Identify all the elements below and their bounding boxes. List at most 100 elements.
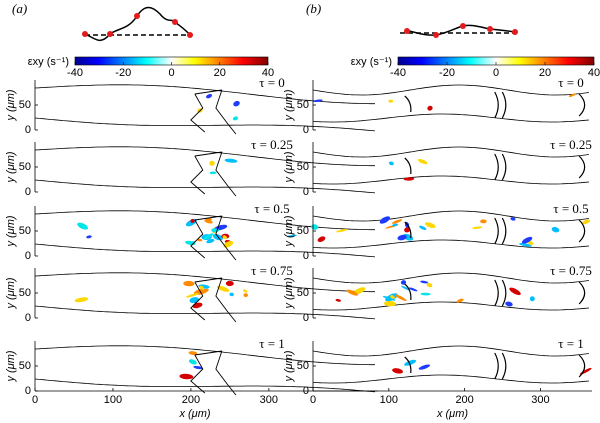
strain-patch [426,282,433,288]
strain-patch [188,351,198,356]
strain-patch [425,222,436,229]
profile-diagram-b [400,23,518,38]
strain-patch [505,301,513,307]
cell-outline [501,352,507,380]
y-tick-label: 0 [25,385,31,397]
vessel-wall [34,84,375,105]
panel-label: (a) [12,1,27,16]
strain-patch [74,297,89,303]
colorbar-tick-label: -40 [67,67,83,79]
vessel-wall [34,305,376,320]
strain-patch [196,288,209,295]
strain-patch [418,364,431,370]
y-tick-label: 0 [25,250,31,262]
cell-outline [578,219,586,243]
y-tick-label: 0 [303,312,309,324]
vessel-wall [34,243,376,258]
strain-patch [233,100,240,107]
cell-outline [501,217,507,245]
strain-patch [472,226,483,230]
colorbar-tick-label: -40 [390,67,406,79]
strain-patch [204,219,213,224]
colorbar-tick-label: -20 [439,67,455,79]
colorbar-label: εxy (s⁻¹) [351,56,392,68]
vessel-wall [34,146,375,167]
y-tick-label: 0 [25,186,31,198]
strain-patch [404,227,411,233]
strain-patch [551,226,560,233]
vessel-wall [34,117,376,132]
y-axis-label: y (μm) [5,89,17,121]
strain-patch [391,219,403,224]
strain-patch [480,219,487,224]
strain-patch [179,373,194,380]
vessel-wall [312,84,590,96]
strain-patch [404,359,417,366]
x-tick-label: 0 [32,394,38,406]
y-tick-label: 50 [297,99,309,111]
strain-patch [183,280,195,287]
strain-patch [384,301,397,307]
strain-patch [311,224,319,230]
strain-patch [203,233,214,240]
x-tick-label: 0 [310,394,316,406]
vessel-wall [34,378,376,393]
strain-patch [527,240,534,245]
cell-outline [494,153,499,181]
colorbar-tick-label: 0 [168,67,174,79]
y-tick-label: 0 [303,186,309,198]
colorbar-label: εxy (s⁻¹) [28,56,69,68]
tau-label: τ = 0.5 [553,201,588,216]
strain-patch [509,287,521,296]
strain-patch [420,292,431,296]
vessel-wall [312,374,590,384]
x-tick-label: 100 [380,394,398,406]
strain-patch [401,285,411,291]
y-axis-label: y (μm) [283,350,295,382]
cell-outline [494,352,499,380]
y-tick-label: 50 [19,287,31,299]
x-axis-label: x (μm) [178,408,210,420]
strain-patch [190,218,195,224]
strain-patch [317,236,326,242]
colorbar-tick-label: 20 [539,67,551,79]
vessel-wall [312,113,590,123]
strain-patch [392,368,404,374]
strain-patch [408,287,418,292]
vessel-wall [34,179,376,194]
y-tick-label: 0 [303,124,309,136]
strain-patch [529,296,535,302]
colorbar-tick-label: 20 [214,67,226,79]
colorbar-tick-label: 40 [588,67,600,79]
x-tick-label: 300 [531,394,549,406]
strain-patch [193,288,203,294]
strain-patch [197,238,203,242]
cell-outline [190,215,237,261]
cell-outline [404,157,412,175]
vessel-wall [34,272,375,293]
strain-patch [417,159,428,165]
y-axis-label: y (μm) [5,151,17,183]
vessel-wall [312,210,590,222]
y-tick-label: 50 [297,225,309,237]
strain-patch [242,289,248,293]
vessel-wall [34,210,375,231]
y-tick-label: 0 [25,312,31,324]
colorbar-tick-label: 40 [262,67,274,79]
strain-patch [420,280,429,284]
y-tick-label: 50 [297,161,309,173]
strain-patch [379,216,391,224]
strain-patch [216,285,230,292]
strain-patch [510,217,516,221]
y-axis-label: y (μm) [283,89,295,121]
strain-patch [206,93,213,99]
y-tick-label: 50 [19,99,31,111]
y-axis-label: y (μm) [5,350,17,382]
profile-diagram-a [82,6,193,42]
strain-patch [287,234,297,238]
